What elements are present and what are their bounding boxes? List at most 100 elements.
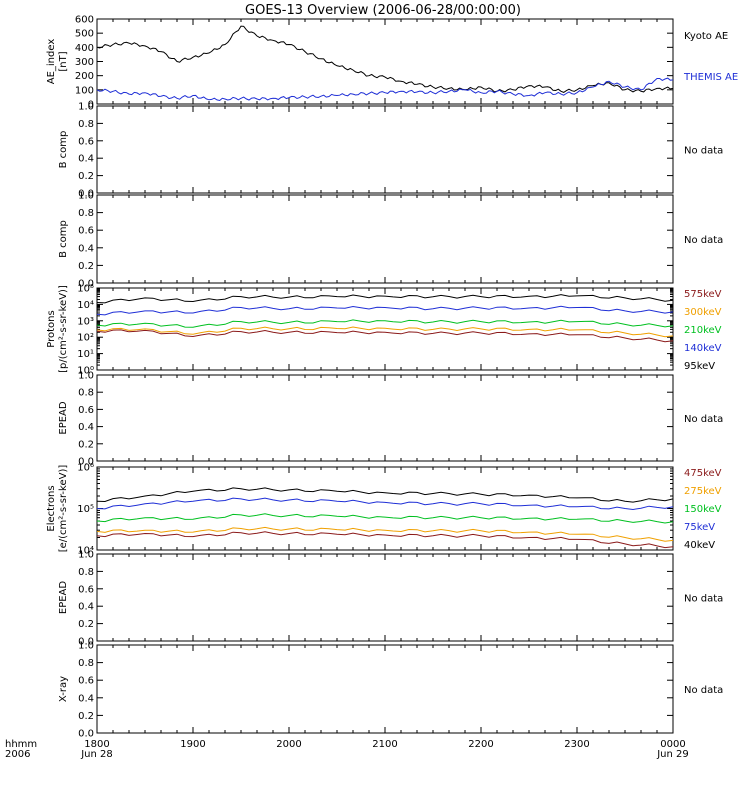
series-line-themis-ae — [96, 77, 674, 102]
legend-entry: 575keV — [684, 289, 722, 300]
y-tick-label: 1.0 — [78, 371, 94, 382]
y-tick-label: 1.0 — [78, 102, 94, 113]
y-axis-label: [e/(cm²-s-sr-keV)] — [58, 465, 69, 553]
series-line-75kev — [96, 497, 674, 511]
no-data-label: No data — [684, 594, 723, 605]
no-data-label: No data — [684, 146, 723, 157]
y-tick-label: 0.8 — [78, 388, 94, 399]
y-tick-label: 0.2 — [78, 171, 94, 182]
panel-frame — [96, 105, 674, 194]
series-line-40kev — [96, 487, 674, 503]
panel-bcomp2: 0.0 0.2 0.4 0.6 0.8 1.0 B comp No data — [58, 191, 723, 290]
y-tick-label: 0.8 — [78, 567, 94, 578]
y-tick-label: 0.0 — [78, 457, 94, 468]
legend-entry: 210keV — [684, 325, 722, 336]
y-tick-label: 0 — [88, 100, 94, 111]
y-tick-label: 10⁴ — [77, 300, 94, 311]
y-tick-label: 10⁵ — [77, 504, 94, 515]
series-line-575kev — [96, 329, 674, 343]
no-data-label: No data — [684, 235, 723, 246]
series-group-electrons — [96, 487, 674, 549]
y-axis-label: B comp — [58, 220, 69, 258]
y-tick-label: 10⁰ — [77, 366, 94, 377]
series-group-protons — [96, 294, 674, 343]
panel-frame — [96, 18, 674, 105]
legend-entry: Kyoto AE — [684, 31, 728, 42]
y-tick-label: 0.0 — [78, 729, 94, 740]
y-tick-label: 0.6 — [78, 226, 94, 237]
x-tick-label: 2300 — [564, 739, 589, 750]
y-tick-label: 10⁴ — [77, 546, 94, 557]
series-group-ae — [96, 25, 674, 102]
y-tick-label: 10² — [77, 333, 94, 344]
y-axis-label: [nT] — [58, 51, 69, 71]
y-tick-label: 0.0 — [78, 637, 94, 648]
panel-ae: 0 100 200 300 400 500 600 AE_index [nT] Kyoto AE T… — [46, 15, 738, 111]
panel-frame — [96, 466, 674, 551]
panel-electrons: 10⁴ 10⁵ 10⁶ Electrons [e/(cm²-s-sr-keV)] 475k… — [46, 463, 722, 557]
y-tick-label: 0.6 — [78, 405, 94, 416]
y-axis-label: B comp — [58, 131, 69, 169]
y-tick-label: 0.4 — [78, 422, 94, 433]
panel-xray: 0.0 0.2 0.4 0.6 0.8 1.0 X-ray No data — [58, 641, 723, 740]
legend-entry: 300keV — [684, 307, 722, 318]
y-tick-label: 300 — [75, 57, 94, 68]
no-data-label: No data — [684, 414, 723, 425]
y-tick-label: 0.4 — [78, 693, 94, 704]
y-tick-label: 10¹ — [77, 349, 94, 360]
y-tick-label: 0.6 — [78, 676, 94, 687]
panel-frame — [96, 194, 674, 284]
y-axis-label: AE_index — [46, 39, 57, 85]
y-tick-label: 0.8 — [78, 658, 94, 669]
x-axis-year-label: 2006 — [5, 749, 30, 760]
y-tick-label: 1.0 — [78, 191, 94, 202]
legend-entry: 40keV — [684, 540, 715, 551]
y-tick-label: 0.4 — [78, 602, 94, 613]
legend-entry: 95keV — [684, 361, 715, 372]
y-tick-label: 1.0 — [78, 550, 94, 561]
figure-title: GOES-13 Overview (2006-06-28/00:00:00) — [245, 3, 521, 18]
series-line-140kev — [96, 305, 674, 316]
y-tick-label: 0.2 — [78, 261, 94, 272]
y-axis-label: X-ray — [58, 676, 69, 702]
series-line-150kev — [96, 513, 674, 524]
panel-bcomp1: 0.0 0.2 0.4 0.6 0.8 1.0 B comp No data — [58, 102, 723, 200]
panel-frame — [96, 644, 674, 734]
x-axis-row-label: hhmm — [5, 739, 37, 750]
y-tick-label: 0.2 — [78, 711, 94, 722]
panel-frame — [96, 553, 674, 642]
y-tick-label: 10⁵ — [77, 284, 94, 295]
y-axis-label: EPEAD — [58, 581, 69, 615]
x-tick-label: 0000 — [660, 739, 685, 750]
x-tick-label: 2100 — [372, 739, 397, 750]
series-line-210kev — [96, 319, 674, 328]
panel-protons: 10⁰ 10¹ 10² 10³ 10⁴ 10⁵ Protons [p/(cm²-s-sr-ke… — [46, 284, 722, 377]
series-line-kyoto-ae — [96, 25, 674, 93]
x-date-label: Jun 29 — [656, 749, 689, 760]
y-tick-label: 500 — [75, 29, 94, 40]
panel-frame — [96, 374, 674, 462]
y-tick-label: 0.4 — [78, 243, 94, 254]
y-tick-label: 0.2 — [78, 439, 94, 450]
y-tick-label: 0.2 — [78, 619, 94, 630]
y-tick-label: 1.0 — [78, 641, 94, 652]
panels: 0 100 200 300 400 500 600 AE_index [nT] Kyoto AE T… — [46, 15, 738, 740]
y-tick-label: 0.0 — [78, 189, 94, 200]
y-tick-label: 0.8 — [78, 208, 94, 219]
x-tick-label: 2000 — [276, 739, 301, 750]
series-line-475kev — [96, 531, 674, 549]
y-tick-label: 0.0 — [78, 279, 94, 290]
y-tick-label: 400 — [75, 43, 94, 54]
series-line-275kev — [96, 526, 674, 542]
y-axis-label: Protons — [46, 310, 57, 347]
panel-epead2: 0.0 0.2 0.4 0.6 0.8 1.0 EPEAD No data — [58, 550, 723, 648]
no-data-label: No data — [684, 685, 723, 696]
x-tick-label: 1800 — [84, 739, 109, 750]
y-tick-label: 0.6 — [78, 584, 94, 595]
legend-entry: 75keV — [684, 522, 715, 533]
series-line-95kev — [96, 294, 674, 304]
series-line-300kev — [96, 326, 674, 338]
y-tick-label: 600 — [75, 15, 94, 26]
legend-entry: 140keV — [684, 343, 722, 354]
